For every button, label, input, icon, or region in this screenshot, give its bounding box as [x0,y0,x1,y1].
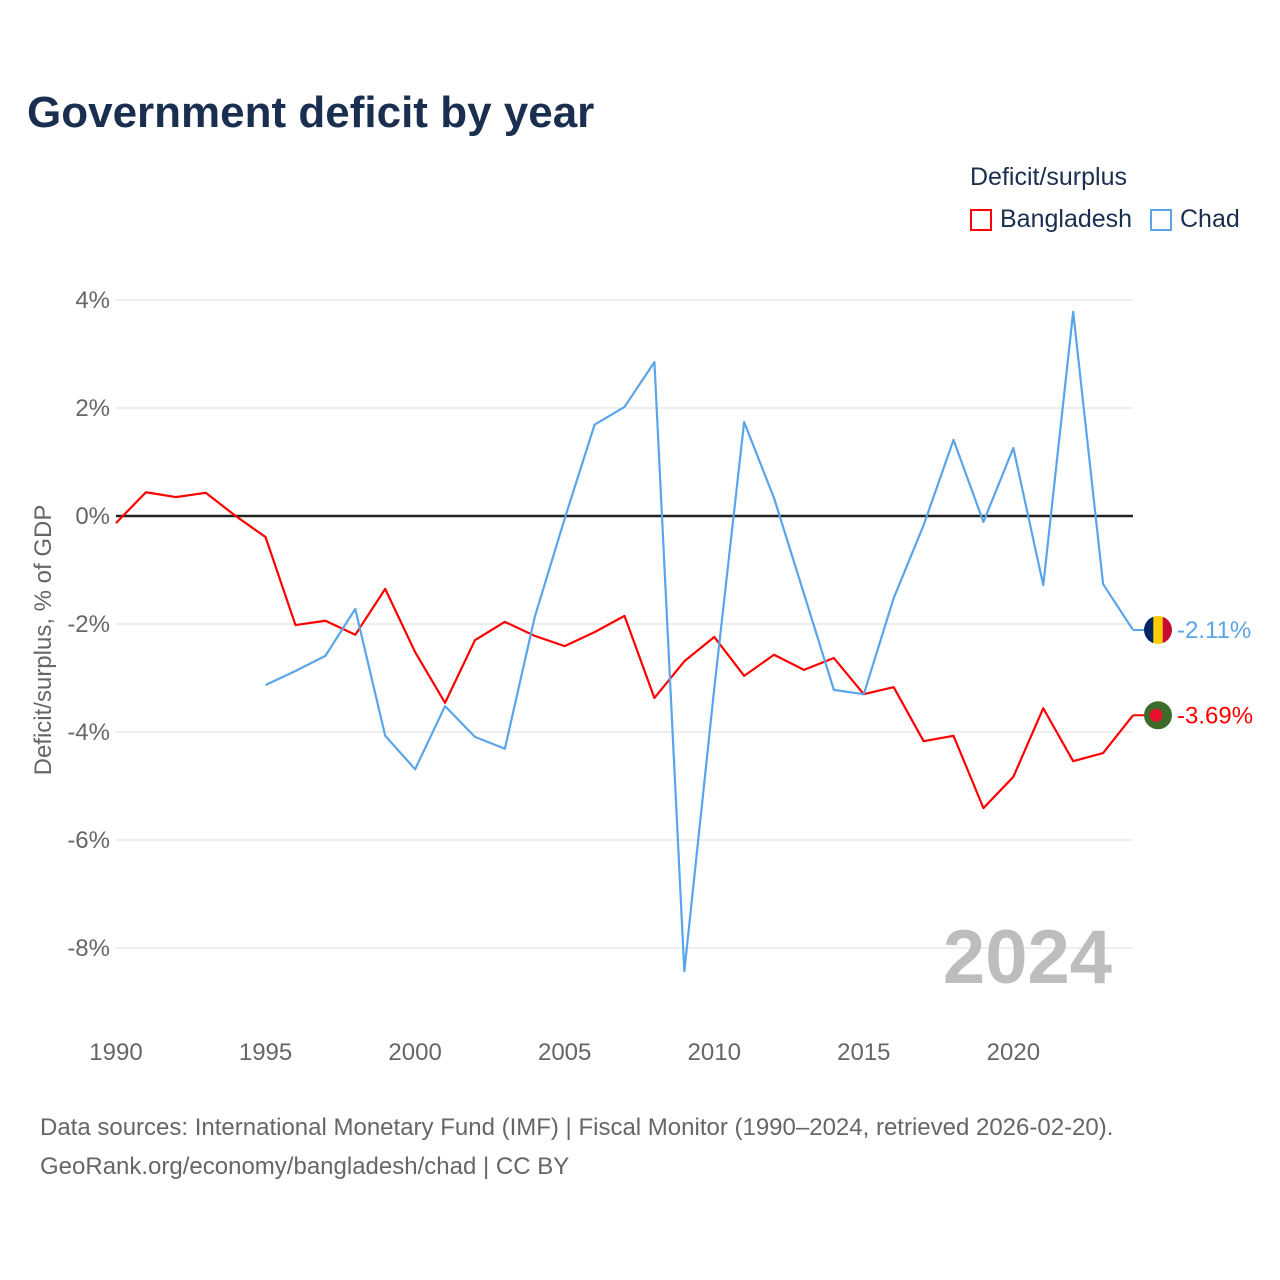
source-line-2[interactable]: GeoRank.org/economy/bangladesh/chad | CC… [40,1153,570,1180]
legend-title: Deficit/surplus [970,163,1127,191]
chart-title: Government deficit by year [27,88,595,137]
x-tick-label: 2000 [388,1039,441,1066]
y-tick-label: -2% [67,611,110,638]
source-note: Data sources: International Monetary Fun… [40,1108,1113,1186]
y-tick-label: -6% [67,827,110,854]
x-tick-label: 2010 [688,1039,741,1066]
legend-label-bangladesh: Bangladesh [1000,205,1133,233]
x-tick-label: 1995 [239,1039,292,1066]
x-tick-label: 2005 [538,1039,591,1066]
legend-label-chad: Chad [1180,205,1240,233]
bangladesh-flag-icon [1144,701,1172,730]
series-line-bangladesh [115,491,1134,810]
x-tick-label: 2020 [987,1039,1040,1066]
y-tick-label: 2% [75,395,110,422]
legend-swatch-chad [1150,208,1172,231]
legend-swatch-bangladesh [970,208,992,231]
y-tick-label: 0% [75,503,110,530]
x-tick-label: 2015 [837,1039,890,1066]
y-tick-label: 4% [75,287,110,314]
end-label-bangladesh: -3.69% [1177,702,1253,729]
series-line-chad [265,310,1134,973]
end-label-chad: -2.11% [1177,617,1251,644]
year-watermark: 2024 [943,915,1112,1000]
source-line-1: Data sources: International Monetary Fun… [40,1114,1114,1141]
legend-item-chad[interactable]: Chad [1150,205,1240,234]
y-tick-label: -4% [67,719,110,746]
y-tick-label: -8% [67,935,110,962]
x-tick-label: 1990 [89,1039,142,1066]
legend-item-bangladesh[interactable]: Bangladesh [970,205,1132,234]
chad-flag-icon [1144,615,1172,644]
y-axis-label: Deficit/surplus, % of GDP [30,505,57,776]
